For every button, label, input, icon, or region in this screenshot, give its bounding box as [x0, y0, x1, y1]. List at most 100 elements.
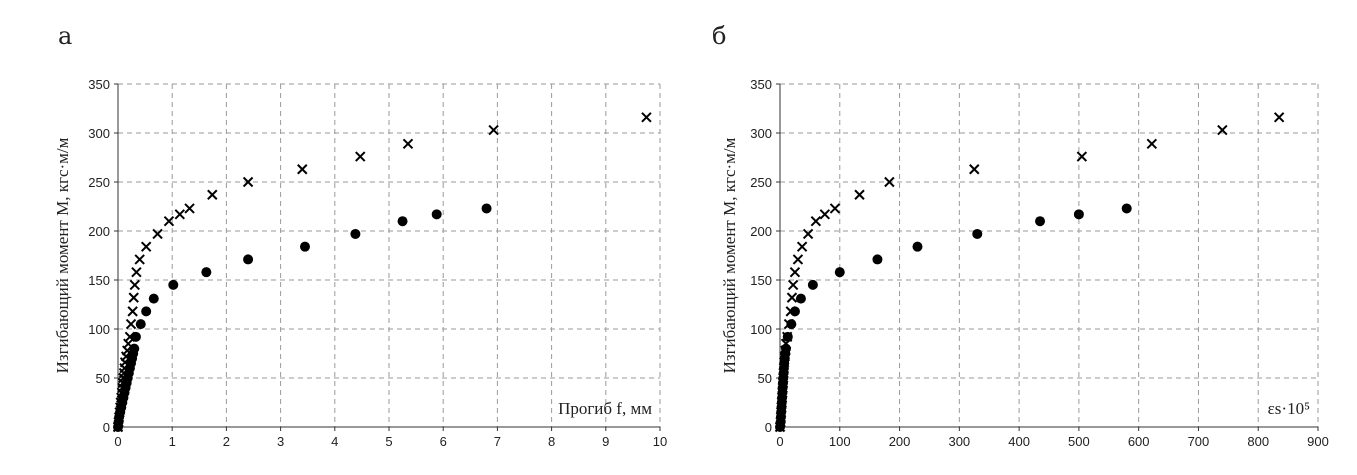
data-point-cross — [796, 241, 808, 252]
data-point-circle — [350, 228, 361, 239]
data-point-cross-stroke — [1146, 138, 1158, 149]
y-tick-label: 250 — [750, 175, 772, 190]
data-point-cross-stroke — [810, 215, 822, 227]
data-point-cross — [488, 124, 499, 136]
data-point-cross — [884, 176, 895, 188]
x-tick-label: 600 — [1128, 434, 1150, 449]
data-point-circle — [834, 267, 845, 278]
data-point-circle — [1035, 216, 1046, 227]
chart-b: 0 100 200 300 400 500 600 700 800 900 0 50 100 150 200… — [720, 77, 1329, 449]
data-point-cross-stroke — [787, 279, 799, 291]
data-point-cross — [1273, 112, 1285, 123]
data-point-cross — [297, 164, 308, 175]
chart-a: 0 1 2 3 4 5 6 7 8 9 10050100150200250300350Изгибаю… — [53, 77, 667, 449]
data-point-cross — [184, 203, 195, 214]
data-point-cross — [785, 306, 796, 317]
data-point-cross — [152, 228, 163, 240]
y-tick-label: 150 — [750, 273, 772, 288]
y-tick-label: 50 — [758, 371, 772, 386]
x-tick-label: 2 — [223, 434, 230, 449]
x-tick-label: 100 — [829, 434, 851, 449]
data-point-cross — [174, 209, 185, 220]
data-point-cross-stroke — [802, 228, 814, 240]
data-point-circle — [795, 293, 806, 304]
y-tick-label: 250 — [88, 175, 110, 190]
data-point-cross — [810, 215, 822, 227]
data-point-cross — [787, 279, 799, 291]
y-tick-label: 0 — [103, 420, 110, 435]
data-point-cross-stroke — [402, 138, 414, 149]
x-tick-label: 3 — [277, 434, 284, 449]
y-tick-label: 200 — [750, 224, 772, 239]
data-point-cross-stroke — [783, 318, 795, 330]
data-point-cross — [129, 279, 141, 291]
data-point-cross-stroke — [134, 254, 145, 265]
data-point-cross — [789, 266, 801, 278]
x-axis-title: εs·10⁵ — [1268, 399, 1310, 418]
data-point-cross-stroke — [122, 345, 133, 356]
data-point-cross — [781, 331, 793, 343]
data-point-circle — [431, 209, 442, 220]
data-point-cross-stroke — [780, 345, 791, 356]
x-tick-label: 800 — [1247, 434, 1269, 449]
data-point-cross — [786, 292, 798, 303]
y-tick-label: 150 — [88, 273, 110, 288]
x-tick-label: 8 — [548, 434, 555, 449]
data-point-cross-stroke — [128, 292, 139, 303]
data-point-cross-stroke — [125, 318, 137, 330]
x-tick-label: 200 — [889, 434, 911, 449]
data-point-cross-stroke — [786, 292, 798, 303]
y-tick-label: 100 — [750, 322, 772, 337]
data-point-cross-stroke — [488, 124, 499, 136]
y-tick-label: 300 — [88, 126, 110, 141]
data-point-cross — [125, 318, 137, 330]
data-point-cross-stroke — [829, 203, 841, 214]
data-point-cross — [355, 151, 366, 162]
data-point-circle — [872, 254, 883, 265]
data-point-cross — [124, 331, 136, 343]
y-tick-label: 50 — [96, 371, 110, 386]
data-point-cross — [163, 215, 175, 227]
data-point-circle — [299, 241, 310, 252]
data-point-cross-stroke — [781, 331, 793, 343]
y-tick-label: 0 — [765, 420, 772, 435]
data-point-cross-stroke — [796, 241, 808, 252]
data-point-cross-stroke — [184, 203, 195, 214]
y-tick-label: 100 — [88, 322, 110, 337]
x-tick-label: 9 — [602, 434, 609, 449]
x-tick-label: 300 — [948, 434, 970, 449]
data-point-cross — [242, 176, 254, 188]
data-point-cross-stroke — [1217, 124, 1228, 136]
data-point-circle — [481, 203, 492, 214]
data-point-cross — [1076, 151, 1088, 162]
data-point-cross — [1146, 138, 1158, 149]
data-point-cross-stroke — [297, 164, 308, 175]
data-point-cross-stroke — [969, 164, 980, 175]
x-axis-title: Прогиб f, мм — [558, 399, 652, 418]
data-point-cross-stroke — [140, 241, 152, 252]
x-tick-label: 0 — [776, 434, 783, 449]
data-point-circle — [786, 319, 797, 330]
data-point-circle — [141, 306, 152, 317]
data-point-circle — [1121, 203, 1132, 214]
x-tick-label: 10 — [653, 434, 667, 449]
data-point-circle — [243, 254, 254, 265]
data-point-cross-stroke — [152, 228, 163, 240]
data-point-circle — [397, 216, 408, 227]
data-point-cross — [131, 266, 142, 278]
data-point-cross-stroke — [163, 215, 175, 227]
y-tick-label: 350 — [88, 77, 110, 92]
data-point-cross-stroke — [792, 254, 804, 265]
x-tick-label: 6 — [440, 434, 447, 449]
data-point-cross-stroke — [854, 189, 865, 200]
data-point-circle — [148, 293, 159, 304]
x-tick-label: 5 — [385, 434, 392, 449]
data-point-cross — [128, 292, 139, 303]
data-point-cross-stroke — [1273, 112, 1285, 123]
data-point-cross-stroke — [131, 266, 142, 278]
data-point-cross — [402, 138, 414, 149]
data-point-cross-stroke — [174, 209, 185, 220]
y-tick-label: 300 — [750, 126, 772, 141]
x-tick-label: 1 — [169, 434, 176, 449]
